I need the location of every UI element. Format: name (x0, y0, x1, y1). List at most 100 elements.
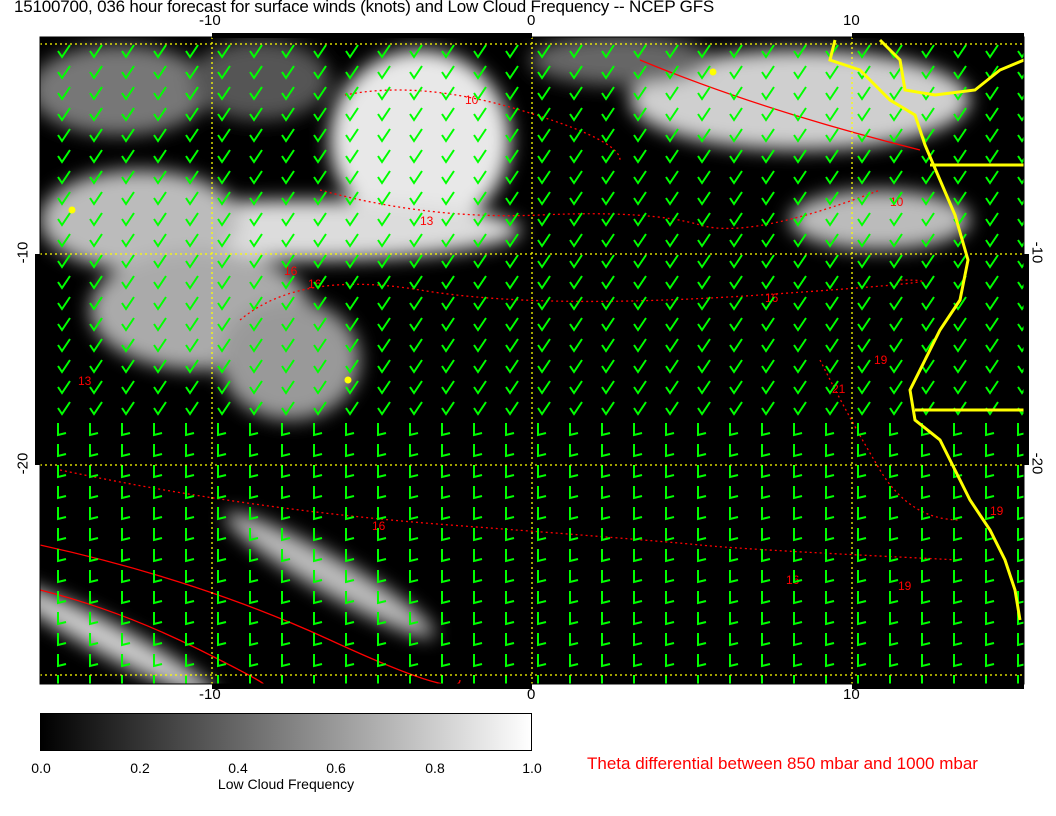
wind-barb (889, 338, 903, 353)
wind-barb (441, 212, 455, 227)
contour-label: 13 (420, 214, 434, 228)
wind-barb (601, 233, 615, 248)
wind-barb (697, 338, 711, 353)
wind-barb (665, 570, 675, 584)
wind-barb (633, 317, 647, 332)
wind-barb (793, 170, 807, 185)
wind-barb (857, 549, 867, 563)
wind-barb (1017, 444, 1024, 458)
wind-barb (825, 465, 835, 479)
contour-label: 16 (372, 519, 386, 533)
wind-barb (217, 591, 227, 605)
wind-barb (889, 170, 903, 185)
wind-barb (57, 654, 67, 668)
wind-barb (281, 633, 291, 647)
wind-barb (281, 296, 295, 311)
wind-barb (505, 591, 515, 605)
wind-barb (441, 65, 455, 80)
wind-barb (441, 486, 451, 500)
wind-barb (473, 170, 487, 185)
wind-barb (345, 65, 359, 80)
wind-barb (921, 591, 931, 605)
wind-barb (921, 233, 935, 248)
wind-barb (217, 338, 231, 353)
wind-barb (857, 591, 867, 605)
wind-barb (57, 675, 59, 684)
wind-barb (409, 149, 423, 164)
wind-barb (89, 401, 103, 416)
wind-barb (729, 528, 739, 542)
wind-barb (185, 570, 195, 584)
wind-barb (345, 86, 359, 101)
wind-barb (441, 528, 451, 542)
wind-barb (921, 317, 935, 332)
wind-barb (57, 65, 71, 80)
wind-barb (889, 191, 903, 206)
wind-barb (377, 170, 391, 185)
wind-barb (569, 612, 579, 626)
wind-barb (185, 65, 199, 80)
wind-barb (249, 633, 259, 647)
wind-barb (985, 633, 995, 647)
wind-barb (857, 233, 871, 248)
wind-barb (889, 296, 903, 311)
wind-barb (217, 128, 231, 143)
wind-barb (409, 44, 423, 59)
wind-barb (249, 528, 259, 542)
wind-barb (793, 507, 803, 521)
wind-barb (601, 275, 615, 290)
wind-barb (857, 254, 871, 269)
wind-barb (665, 317, 679, 332)
wind-barb (217, 570, 227, 584)
wind-barb (345, 296, 359, 311)
wind-barb (89, 149, 103, 164)
wind-barb (345, 233, 359, 248)
wind-barb (953, 591, 963, 605)
wind-barb (185, 359, 199, 374)
wind-barb (761, 191, 775, 206)
wind-barb (121, 570, 131, 584)
wind-barb (409, 528, 419, 542)
wind-barb (793, 401, 807, 416)
wind-barb (345, 149, 359, 164)
wind-barb (377, 423, 387, 437)
wind-barb (281, 675, 283, 684)
wind-barb (473, 128, 487, 143)
colorbar (40, 713, 532, 751)
wind-barb (473, 191, 487, 206)
wind-barb (953, 149, 967, 164)
wind-barb (505, 254, 519, 269)
wind-barb (153, 423, 163, 437)
wind-barb (377, 380, 391, 395)
wind-barb (729, 107, 743, 122)
wind-barb (57, 359, 71, 374)
wind-barb (345, 107, 359, 122)
wind-barb (665, 128, 679, 143)
wind-barb (985, 570, 995, 584)
wind-barb (441, 612, 451, 626)
wind-barb (57, 444, 67, 458)
wind-barb (793, 380, 807, 395)
wind-barb (313, 654, 323, 668)
wind-barb (953, 423, 963, 437)
wind-barb (857, 612, 867, 626)
wind-barb (793, 254, 807, 269)
wind-barb (121, 170, 135, 185)
wind-barb (729, 591, 739, 605)
wind-barb (185, 633, 195, 647)
wind-barb (409, 359, 423, 374)
theta-contour-line (819, 359, 961, 521)
wind-barb (409, 633, 419, 647)
wind-barb (665, 549, 675, 563)
wind-barb (505, 44, 519, 59)
wind-barb (217, 86, 231, 101)
wind-barb (985, 338, 999, 353)
wind-barb (953, 233, 967, 248)
wind-barb (409, 380, 423, 395)
wind-barb (1017, 176, 1024, 185)
wind-barb (217, 486, 227, 500)
wind-barb (153, 612, 163, 626)
wind-barb (857, 86, 871, 101)
wind-barb (441, 86, 455, 101)
wind-barb (633, 444, 643, 458)
